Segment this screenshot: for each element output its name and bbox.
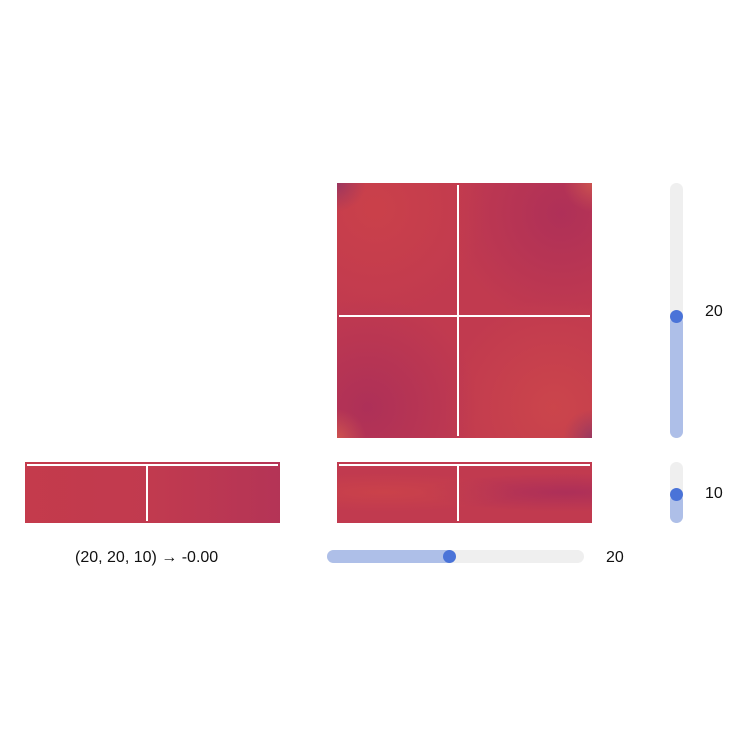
coordinate-readout: (20, 20, 10) → -0.00	[75, 549, 219, 566]
slider-vertical-bottom-value: 10	[705, 485, 723, 502]
crosshair-horizontal	[27, 464, 278, 466]
slider-horizontal-thumb[interactable]	[443, 550, 456, 563]
slider-vertical-top-fill	[670, 316, 683, 438]
crosshair-horizontal	[339, 315, 590, 317]
crosshair-vertical	[146, 465, 148, 521]
heatmap-xz-panel[interactable]	[337, 462, 592, 523]
slider-vertical-bottom-thumb[interactable]	[670, 488, 683, 501]
slider-vertical-top-thumb[interactable]	[670, 310, 683, 323]
heatmap-side-image	[25, 462, 280, 523]
heatmap-xy-panel[interactable]	[337, 183, 592, 438]
slider-horizontal-fill	[327, 550, 455, 563]
slider-horizontal-value: 20	[606, 549, 624, 566]
crosshair-horizontal	[339, 464, 590, 466]
crosshair-vertical	[457, 465, 459, 521]
heatmap-xz-image	[337, 462, 592, 523]
heatmap-xy-image	[337, 183, 592, 438]
slider-vertical-top-value: 20	[705, 303, 723, 320]
crosshair-vertical	[457, 185, 459, 436]
heatmap-side-panel[interactable]	[25, 462, 280, 523]
slider-vertical-bottom-fill	[670, 494, 683, 523]
